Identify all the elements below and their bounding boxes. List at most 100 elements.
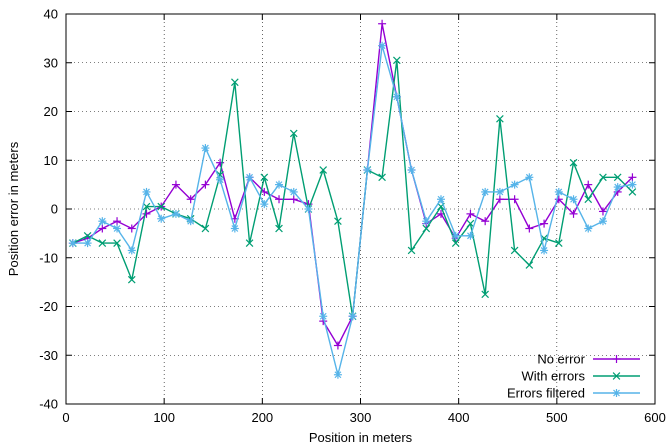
legend: No error With errors Errors filtered	[507, 352, 640, 401]
data-point-errors-filtered	[407, 166, 416, 174]
data-point-with-errors	[496, 114, 504, 123]
grid-lines	[66, 14, 655, 404]
data-point-with-errors	[584, 195, 593, 204]
data-point-no-error	[98, 224, 107, 233]
series-line-with-errors	[72, 59, 633, 317]
x-axis-label: Position in meters	[309, 430, 413, 445]
data-point-errors-filtered	[142, 187, 151, 196]
data-point-errors-filtered	[598, 217, 607, 226]
data-point-no-error	[186, 195, 195, 204]
data-point-errors-filtered	[481, 187, 490, 196]
data-point-no-error	[171, 180, 180, 189]
y-tick-label: -30	[39, 348, 58, 363]
data-point-with-errors	[127, 275, 136, 284]
legend-entry-errors-filtered: Errors filtered	[507, 386, 640, 401]
data-point-errors-filtered	[216, 175, 225, 184]
data-point-errors-filtered	[230, 224, 239, 233]
data-point-errors-filtered	[495, 187, 504, 196]
data-point-with-errors	[451, 239, 460, 247]
data-point-no-error	[142, 209, 151, 218]
data-point-no-error	[289, 195, 298, 204]
data-point-with-errors	[245, 239, 254, 247]
data-point-no-error	[216, 158, 225, 167]
data-point-with-errors	[599, 173, 607, 182]
data-point-with-errors	[260, 173, 269, 182]
data-point-no-error	[378, 19, 387, 28]
data-point-with-errors	[231, 78, 239, 87]
y-axis-label: Position error in meters	[6, 141, 21, 276]
data-point-no-error	[481, 217, 490, 226]
data-point-errors-filtered	[83, 239, 92, 248]
data-point-errors-filtered	[613, 183, 622, 192]
data-point-with-errors	[613, 173, 622, 182]
data-point-errors-filtered	[466, 231, 475, 240]
data-point-errors-filtered	[157, 214, 166, 223]
data-point-errors-filtered	[127, 246, 136, 255]
data-point-no-error	[569, 209, 578, 218]
data-point-errors-filtered	[451, 231, 460, 240]
data-point-with-errors	[481, 290, 489, 299]
x-tick-label: 400	[448, 410, 470, 425]
data-point-no-error	[598, 207, 607, 216]
x-tick-label: 200	[251, 410, 273, 425]
data-point-with-errors	[334, 217, 342, 226]
data-point-with-errors	[113, 239, 121, 247]
data-point-no-error	[554, 195, 563, 204]
data-point-errors-filtered	[378, 41, 387, 50]
data-point-with-errors	[142, 202, 151, 211]
y-tick-label: 20	[44, 104, 58, 119]
y-tick-label: 0	[51, 202, 58, 217]
data-point-errors-filtered	[525, 173, 534, 182]
legend-entry-no-error: No error	[537, 352, 640, 367]
data-point-with-errors	[628, 188, 637, 196]
data-point-no-error	[275, 195, 284, 204]
data-point-with-errors	[98, 239, 107, 247]
data-point-with-errors	[510, 246, 519, 255]
data-point-errors-filtered	[319, 312, 328, 321]
data-point-with-errors	[289, 129, 298, 138]
data-point-errors-filtered	[201, 144, 210, 153]
data-point-no-error	[540, 219, 549, 228]
data-point-no-error	[127, 224, 136, 233]
x-tick-label: 0	[62, 410, 69, 425]
data-point-errors-filtered	[171, 209, 180, 218]
data-point-with-errors	[569, 158, 578, 167]
x-tick-label: 600	[644, 410, 666, 425]
data-point-errors-filtered	[628, 180, 637, 189]
legend-label: Errors filtered	[507, 386, 585, 401]
data-point-no-error	[113, 217, 122, 226]
data-point-no-error	[628, 173, 637, 182]
data-point-with-errors	[554, 239, 563, 247]
legend-label: No error	[537, 352, 585, 367]
data-point-with-errors	[525, 261, 534, 269]
y-tick-label: 10	[44, 153, 58, 168]
data-point-errors-filtered	[540, 246, 549, 255]
data-point-with-errors	[83, 231, 92, 240]
data-point-errors-filtered	[68, 239, 77, 248]
x-tick-label: 100	[153, 410, 175, 425]
series-errors-filtered	[68, 41, 637, 379]
data-point-errors-filtered	[363, 166, 372, 174]
axis-ticks: 0 100 200 300 400 500 600 -40 -30 -20 -10 0 10 20 30 40	[39, 7, 666, 426]
series-line-errors-filtered	[72, 45, 633, 376]
data-point-with-errors	[407, 246, 416, 255]
data-point-no-error	[201, 180, 210, 189]
data-point-errors-filtered	[186, 217, 195, 226]
y-tick-label: -40	[39, 397, 58, 412]
series-line-no-error	[72, 23, 633, 347]
series-no-error	[68, 19, 637, 350]
data-point-with-errors	[466, 219, 475, 228]
data-point-errors-filtered	[422, 217, 431, 226]
data-point-errors-filtered	[289, 187, 298, 196]
data-point-errors-filtered	[584, 224, 593, 233]
data-point-errors-filtered	[392, 92, 401, 101]
data-point-errors-filtered	[333, 370, 342, 379]
data-point-errors-filtered	[554, 187, 563, 196]
y-tick-label: -10	[39, 250, 58, 265]
data-point-errors-filtered	[98, 217, 107, 226]
series-with-errors	[69, 56, 637, 321]
data-point-errors-filtered	[304, 205, 313, 213]
x-tick-label: 500	[546, 410, 568, 425]
data-point-with-errors	[275, 224, 283, 233]
